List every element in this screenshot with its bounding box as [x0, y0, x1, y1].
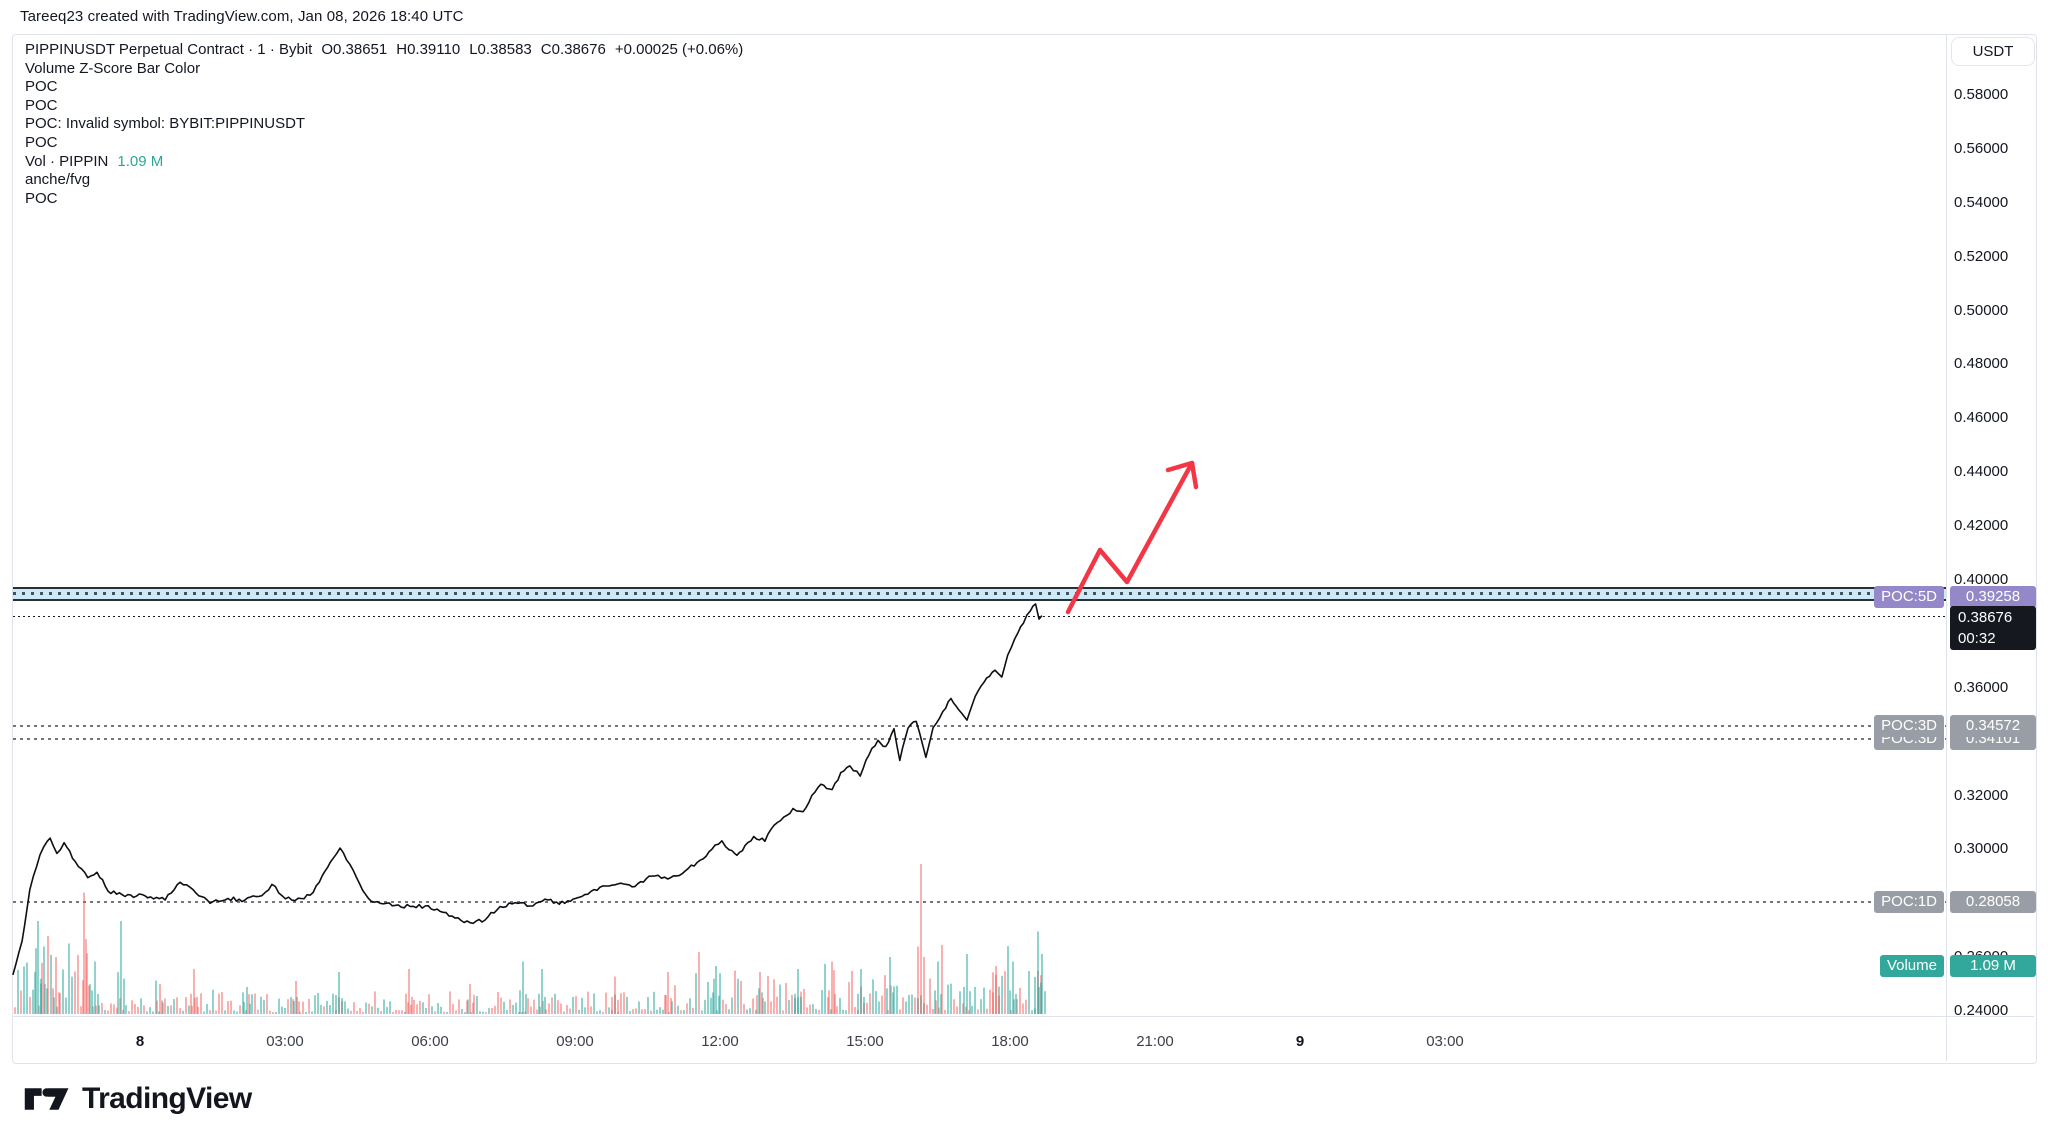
poc5d-price-tag[interactable]: 0.39258 [1950, 585, 2036, 608]
symbol-title-row[interactable]: PIPPINUSDT Perpetual Contract · 1 · Bybi… [25, 42, 743, 58]
indicator-row[interactable]: anche/fvg [25, 171, 91, 189]
price-scale-separator [1946, 35, 1947, 1061]
ohlc-token-1: H0.39110 [396, 41, 461, 58]
price-tick-label: 0.24000 [1954, 1002, 2009, 1020]
poc3d-price-tag[interactable]: 0.34572 [1950, 715, 2036, 738]
current-price-line [13, 615, 1946, 617]
footer: TradingView [24, 1082, 252, 1116]
time-tick-label: 8 [135, 1033, 145, 1050]
poc1d-price-tag[interactable]: 0.28058 [1950, 890, 2036, 913]
indicator-row[interactable]: POC [25, 96, 58, 114]
indicator-row[interactable]: POC [25, 133, 58, 151]
attribution-text: Tareeq23 created with TradingView.com, J… [20, 8, 464, 25]
poc3d-label-tag[interactable]: POC:3D [1874, 715, 1944, 738]
price-tick-label: 0.44000 [1954, 463, 2009, 481]
poc-level-line [13, 900, 1946, 903]
volume-label-tag[interactable]: Volume [1879, 955, 1944, 978]
poc1d-label-tag[interactable]: POC:1D [1874, 890, 1944, 913]
price-tick-label: 0.42000 [1954, 517, 2009, 535]
time-tick-label: 12:00 [701, 1033, 739, 1050]
price-tick-label: 0.54000 [1954, 193, 2009, 211]
chart-legend: PIPPINUSDT Perpetual Contract · 1 · Bybi… [25, 42, 743, 206]
time-tick-label: 03:00 [266, 1033, 304, 1050]
ohlc-token-4: +0.00025 (+0.06%) [614, 41, 744, 58]
price-tick-label: 0.30000 [1954, 840, 2009, 858]
bar-countdown: 00:32 [1958, 629, 1996, 647]
volume-price-tag[interactable]: 1.09 M [1950, 955, 2036, 978]
time-tick-label: 15:00 [846, 1033, 884, 1050]
time-tick-label: 9 [1295, 1033, 1305, 1050]
ohlc-token-3: C0.38676 [540, 41, 606, 58]
price-tick-label: 0.46000 [1954, 409, 2009, 427]
poc-5d-dotted-line [13, 592, 1946, 595]
time-tick-label: 21:00 [1136, 1033, 1174, 1050]
price-tick-label: 0.36000 [1954, 678, 2009, 696]
indicator-row[interactable]: POC [25, 189, 58, 207]
tradingview-logo-icon[interactable] [24, 1082, 70, 1116]
volume-row-label: Vol · PIPPIN [25, 152, 109, 170]
current-price-tag[interactable]: 0.38676 00:32 [1950, 605, 2036, 650]
indicator-row[interactable]: Volume Z-Score Bar Color [25, 59, 201, 77]
indicator-row[interactable]: POC [25, 78, 58, 96]
volume-indicator-row[interactable]: Vol · PIPPIN 1.09 M [25, 152, 743, 170]
symbol-description: PIPPINUSDT Perpetual Contract · 1 · Bybi… [25, 41, 313, 58]
poc-level-line [13, 737, 1946, 740]
price-tick-label: 0.48000 [1954, 355, 2009, 373]
price-tick-label: 0.32000 [1954, 786, 2009, 804]
current-price-value: 0.38676 [1958, 608, 2013, 626]
time-tick-label: 03:00 [1426, 1033, 1464, 1050]
ohlc-token-2: L0.38583 [469, 41, 532, 58]
price-tick-label: 0.40000 [1954, 571, 2009, 588]
time-tick-label: 18:00 [991, 1033, 1029, 1050]
price-tick-label: 0.56000 [1954, 139, 2009, 157]
ohlc-token-0: O0.38651 [321, 41, 388, 58]
price-tick-label: 0.52000 [1954, 247, 2009, 265]
currency-unit-button[interactable]: USDT [1951, 37, 2035, 66]
time-scale-separator [13, 1016, 2034, 1017]
indicator-row[interactable]: POC: Invalid symbol: BYBIT:PIPPINUSDT [25, 115, 306, 133]
volume-row-value: 1.09 M [117, 152, 164, 170]
time-tick-label: 09:00 [556, 1033, 594, 1050]
price-tick-label: 0.58000 [1954, 86, 2009, 104]
poc5d-label-tag[interactable]: POC:5D [1874, 585, 1944, 608]
price-tick-label: 0.50000 [1954, 301, 2009, 319]
poc-level-line [13, 725, 1946, 728]
time-tick-label: 06:00 [411, 1033, 449, 1050]
tradingview-logo-text[interactable]: TradingView [82, 1082, 252, 1115]
